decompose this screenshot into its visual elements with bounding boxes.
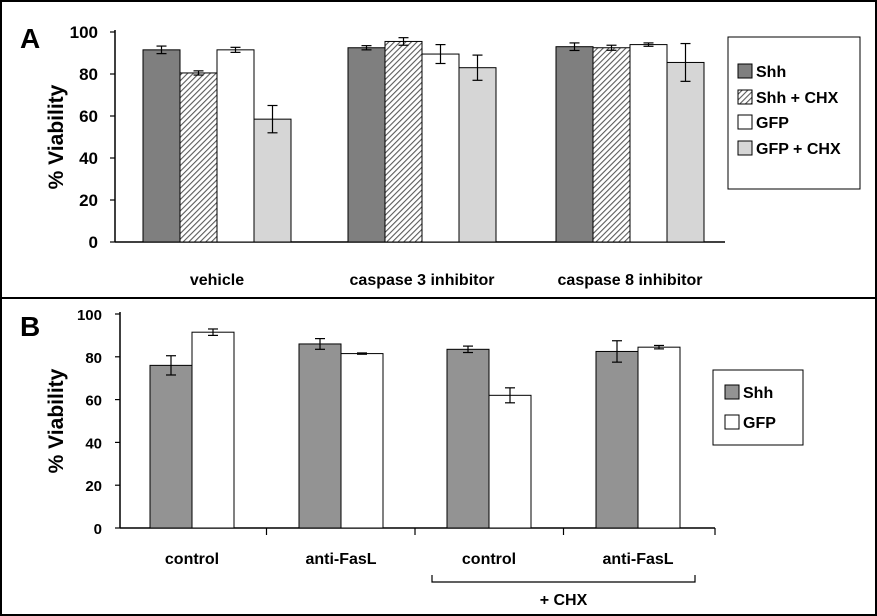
group-bracket-label: + CHX [540, 592, 588, 609]
legend-label: GFP [756, 115, 789, 132]
legend-label: Shh [743, 385, 773, 402]
legend-label: GFP [743, 415, 776, 432]
y-tick-label: 100 [70, 23, 98, 42]
bar [458, 67, 497, 243]
group-bracket [431, 575, 696, 583]
bar [666, 61, 705, 243]
y-tick-label: 80 [79, 65, 98, 84]
bar [191, 331, 235, 529]
bar [488, 394, 532, 529]
bar [637, 346, 681, 529]
y-tick-label: 40 [85, 435, 102, 452]
bar [340, 353, 384, 529]
legend-label: Shh + CHX [756, 90, 839, 107]
bar [595, 350, 639, 529]
bar [592, 47, 631, 243]
x-tick-label: caspase 3 inhibitor [350, 272, 495, 289]
panel-label: A [20, 23, 40, 54]
panel-label: B [20, 311, 40, 342]
bar [347, 47, 386, 243]
bar [179, 72, 218, 243]
bar [421, 53, 460, 243]
legend-box [712, 369, 804, 446]
legend-swatch [737, 140, 753, 156]
legend-label: Shh [756, 64, 786, 81]
y-tick-label: 20 [85, 478, 102, 495]
y-tick-label: 40 [79, 149, 98, 168]
panel-a: A 0 20 40 60 80 100 % Viability vehicle caspase 3… [20, 23, 861, 289]
bar [253, 118, 292, 243]
y-axis-label: % Viability [45, 368, 68, 473]
x-tick-label: anti-FasL [305, 551, 376, 568]
bar [298, 343, 342, 529]
bar [384, 40, 423, 243]
bar [216, 49, 255, 243]
y-tick-label: 80 [85, 350, 102, 367]
x-tick-label: anti-FasL [602, 551, 673, 568]
legend-swatch [737, 89, 753, 105]
x-tick-label: control [462, 551, 516, 568]
legend-swatch [737, 114, 753, 130]
y-tick-label: 60 [79, 107, 98, 126]
x-tick-label: vehicle [190, 272, 244, 289]
y-tick-label: 60 [85, 393, 102, 410]
legend-box [727, 36, 861, 190]
x-tick-label: caspase 8 inhibitor [558, 272, 703, 289]
legend-swatch [724, 414, 740, 430]
bar [555, 46, 594, 243]
y-tick-label: 0 [94, 521, 102, 538]
legend-swatch [724, 384, 740, 400]
legend-label: GFP + CHX [756, 141, 841, 158]
y-tick-label: 0 [89, 233, 98, 252]
bar [142, 49, 181, 243]
bar [149, 364, 193, 529]
legend-swatch [737, 63, 753, 79]
bar [629, 44, 668, 243]
panel-b: B 0 20 40 60 80 100 % Viability control anti-FasL… [20, 307, 804, 609]
bar [446, 348, 490, 529]
y-tick-label: 20 [79, 191, 98, 210]
y-tick-label: 100 [77, 307, 102, 324]
y-axis-label: % Viability [45, 84, 68, 189]
x-tick-label: control [165, 551, 219, 568]
